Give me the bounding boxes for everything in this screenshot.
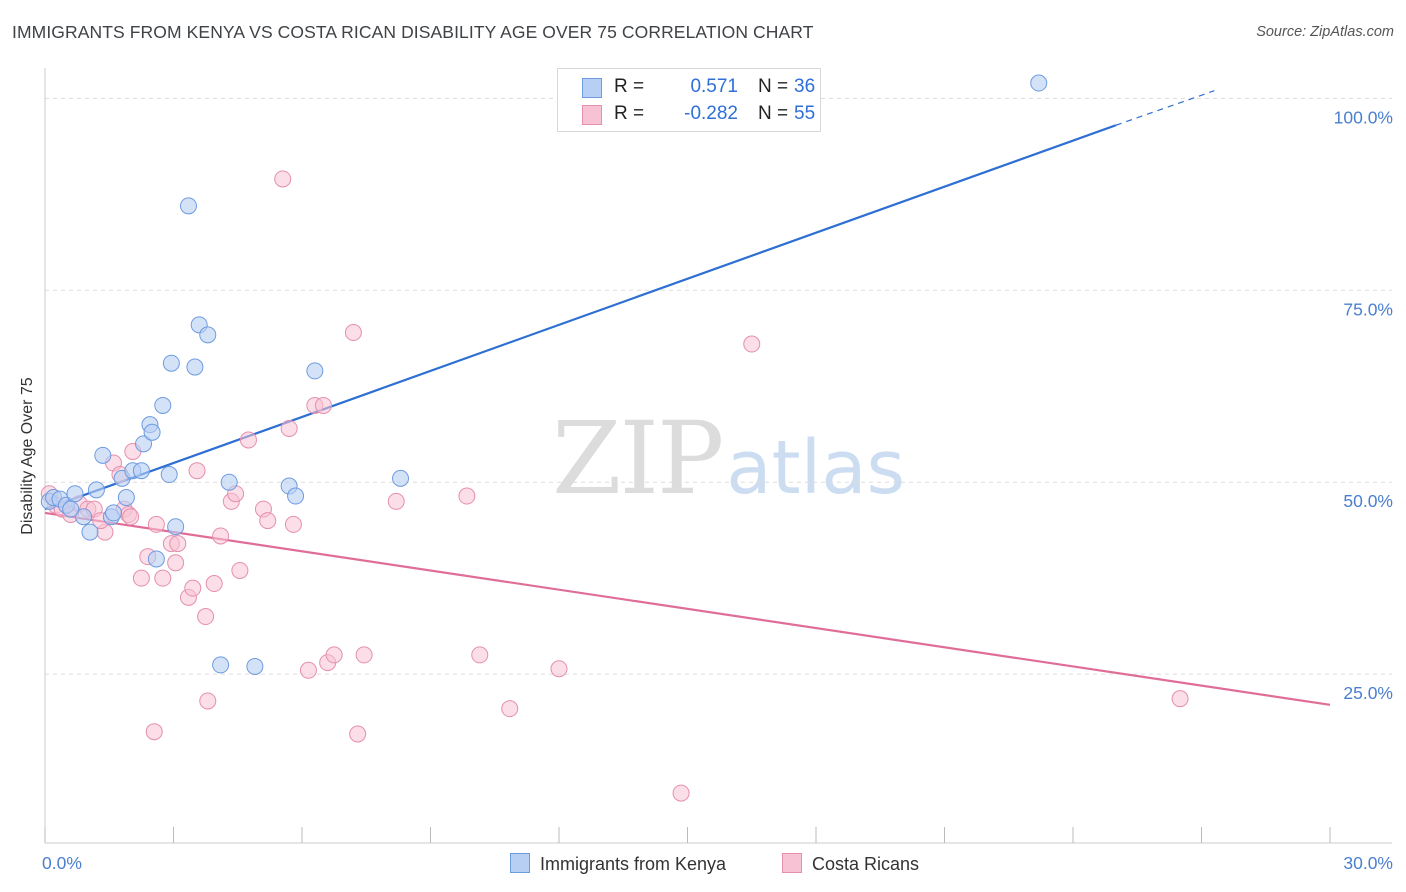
data-point-costa-rica bbox=[501, 700, 519, 718]
bottom-legend-swatch-kenya bbox=[510, 853, 530, 873]
data-point-kenya bbox=[287, 487, 305, 505]
data-point-costa-rica bbox=[197, 608, 215, 626]
data-point-kenya bbox=[212, 656, 230, 674]
bottom-legend-label-costa-rica: Costa Ricans bbox=[812, 854, 920, 874]
data-point-costa-rica bbox=[132, 569, 150, 587]
data-point-kenya bbox=[143, 423, 161, 441]
grid-layer bbox=[45, 97, 1392, 675]
data-point-costa-rica bbox=[239, 431, 257, 449]
data-point-kenya bbox=[220, 473, 238, 491]
data-point-costa-rica bbox=[212, 527, 230, 545]
data-point-kenya bbox=[87, 481, 105, 499]
data-point-kenya bbox=[186, 358, 204, 376]
data-point-kenya bbox=[62, 500, 80, 518]
data-point-kenya bbox=[179, 197, 197, 215]
data-point-costa-rica bbox=[672, 784, 690, 802]
data-point-costa-rica bbox=[184, 579, 202, 597]
data-point-costa-rica bbox=[550, 660, 568, 678]
data-point-costa-rica bbox=[471, 646, 489, 664]
y-tick-label: 75.0% bbox=[1343, 299, 1393, 319]
data-point-kenya bbox=[306, 362, 324, 380]
legend-n-label: N = bbox=[758, 76, 789, 97]
data-point-kenya bbox=[75, 508, 93, 526]
data-point-kenya bbox=[1030, 74, 1048, 92]
trend-line-kenya bbox=[44, 124, 1117, 511]
data-point-costa-rica bbox=[259, 512, 277, 530]
data-point-costa-rica bbox=[205, 575, 223, 593]
data-point-costa-rica bbox=[284, 515, 302, 533]
data-point-costa-rica bbox=[167, 554, 185, 572]
watermark: ZIPatlas bbox=[552, 400, 905, 517]
legend-r-label: R = bbox=[614, 103, 645, 124]
watermark-atlas: atlas bbox=[726, 425, 906, 511]
data-point-kenya bbox=[246, 657, 264, 675]
data-point-kenya bbox=[162, 354, 180, 372]
data-point-kenya bbox=[160, 466, 178, 484]
data-point-costa-rica bbox=[344, 324, 362, 342]
legend-r-label: R = bbox=[614, 76, 645, 97]
chart-title: IMMIGRANTS FROM KENYA VS COSTA RICAN DIS… bbox=[12, 22, 814, 42]
data-point-costa-rica bbox=[274, 170, 292, 188]
trend-layer bbox=[44, 90, 1331, 706]
legend-n-value: 36 bbox=[794, 76, 816, 97]
data-point-costa-rica bbox=[349, 725, 367, 743]
data-point-kenya bbox=[167, 518, 185, 536]
data-point-kenya bbox=[105, 504, 123, 522]
data-point-costa-rica bbox=[199, 692, 217, 710]
data-point-costa-rica bbox=[188, 462, 206, 480]
legend-r-value: -0.282 bbox=[684, 103, 738, 124]
bottom-legend-swatch-costa-rica bbox=[782, 853, 802, 873]
data-point-kenya bbox=[392, 469, 410, 487]
x-tick-label: 0.0% bbox=[42, 853, 82, 873]
data-point-kenya bbox=[94, 446, 112, 464]
points-layer bbox=[40, 74, 1189, 802]
data-point-costa-rica bbox=[147, 515, 165, 533]
axes-layer bbox=[44, 68, 1392, 844]
data-point-costa-rica bbox=[458, 487, 476, 505]
data-point-kenya bbox=[154, 396, 172, 414]
data-point-kenya bbox=[199, 326, 217, 344]
legend-r-value: 0.571 bbox=[690, 76, 738, 97]
data-point-costa-rica bbox=[231, 561, 249, 579]
data-point-costa-rica bbox=[154, 569, 172, 587]
watermark-zip: ZIP bbox=[552, 400, 724, 517]
legend-swatch-costa-rica bbox=[582, 105, 602, 125]
data-point-kenya bbox=[81, 523, 99, 541]
y-tick-label: 50.0% bbox=[1343, 491, 1393, 511]
data-point-kenya bbox=[66, 485, 84, 503]
data-point-costa-rica bbox=[280, 419, 298, 437]
legend-n-value: 55 bbox=[794, 103, 816, 124]
data-point-costa-rica bbox=[325, 646, 343, 664]
data-point-costa-rica bbox=[387, 492, 405, 510]
y-axis-label: Disability Age Over 75 bbox=[19, 377, 36, 535]
data-point-costa-rica bbox=[314, 396, 332, 414]
legend-swatch-kenya bbox=[582, 78, 602, 98]
legend-n-label: N = bbox=[758, 103, 789, 124]
x-tick-label: 30.0% bbox=[1343, 853, 1393, 873]
data-point-kenya bbox=[147, 550, 165, 568]
data-point-kenya bbox=[135, 435, 153, 453]
bottom-legend-costa-rica: Costa Ricans bbox=[782, 853, 919, 875]
data-point-costa-rica bbox=[355, 646, 373, 664]
tick-labels-layer: 100.0% 75.0% 50.0% 25.0% 0.0% 30.0% bbox=[42, 107, 1393, 873]
bottom-legend-kenya: Immigrants from Kenya bbox=[510, 853, 726, 875]
data-point-kenya bbox=[132, 462, 150, 480]
correlation-legend: R = 0.571 N = 36 R = -0.282 N = 55 bbox=[557, 68, 821, 132]
data-point-costa-rica bbox=[122, 508, 140, 526]
data-point-costa-rica bbox=[145, 723, 163, 741]
data-point-costa-rica bbox=[1171, 690, 1189, 708]
y-tick-label: 100.0% bbox=[1334, 107, 1393, 127]
data-point-costa-rica bbox=[743, 335, 761, 353]
data-point-costa-rica bbox=[169, 535, 187, 553]
source-credit: Source: ZipAtlas.com bbox=[1256, 24, 1394, 40]
trend-line-costa-rica bbox=[44, 511, 1331, 706]
data-point-kenya bbox=[117, 489, 135, 507]
data-point-costa-rica bbox=[299, 661, 317, 679]
bottom-legend-label-kenya: Immigrants from Kenya bbox=[540, 854, 727, 874]
trend-line-kenya-extension bbox=[1115, 90, 1215, 126]
y-tick-label: 25.0% bbox=[1343, 683, 1393, 703]
